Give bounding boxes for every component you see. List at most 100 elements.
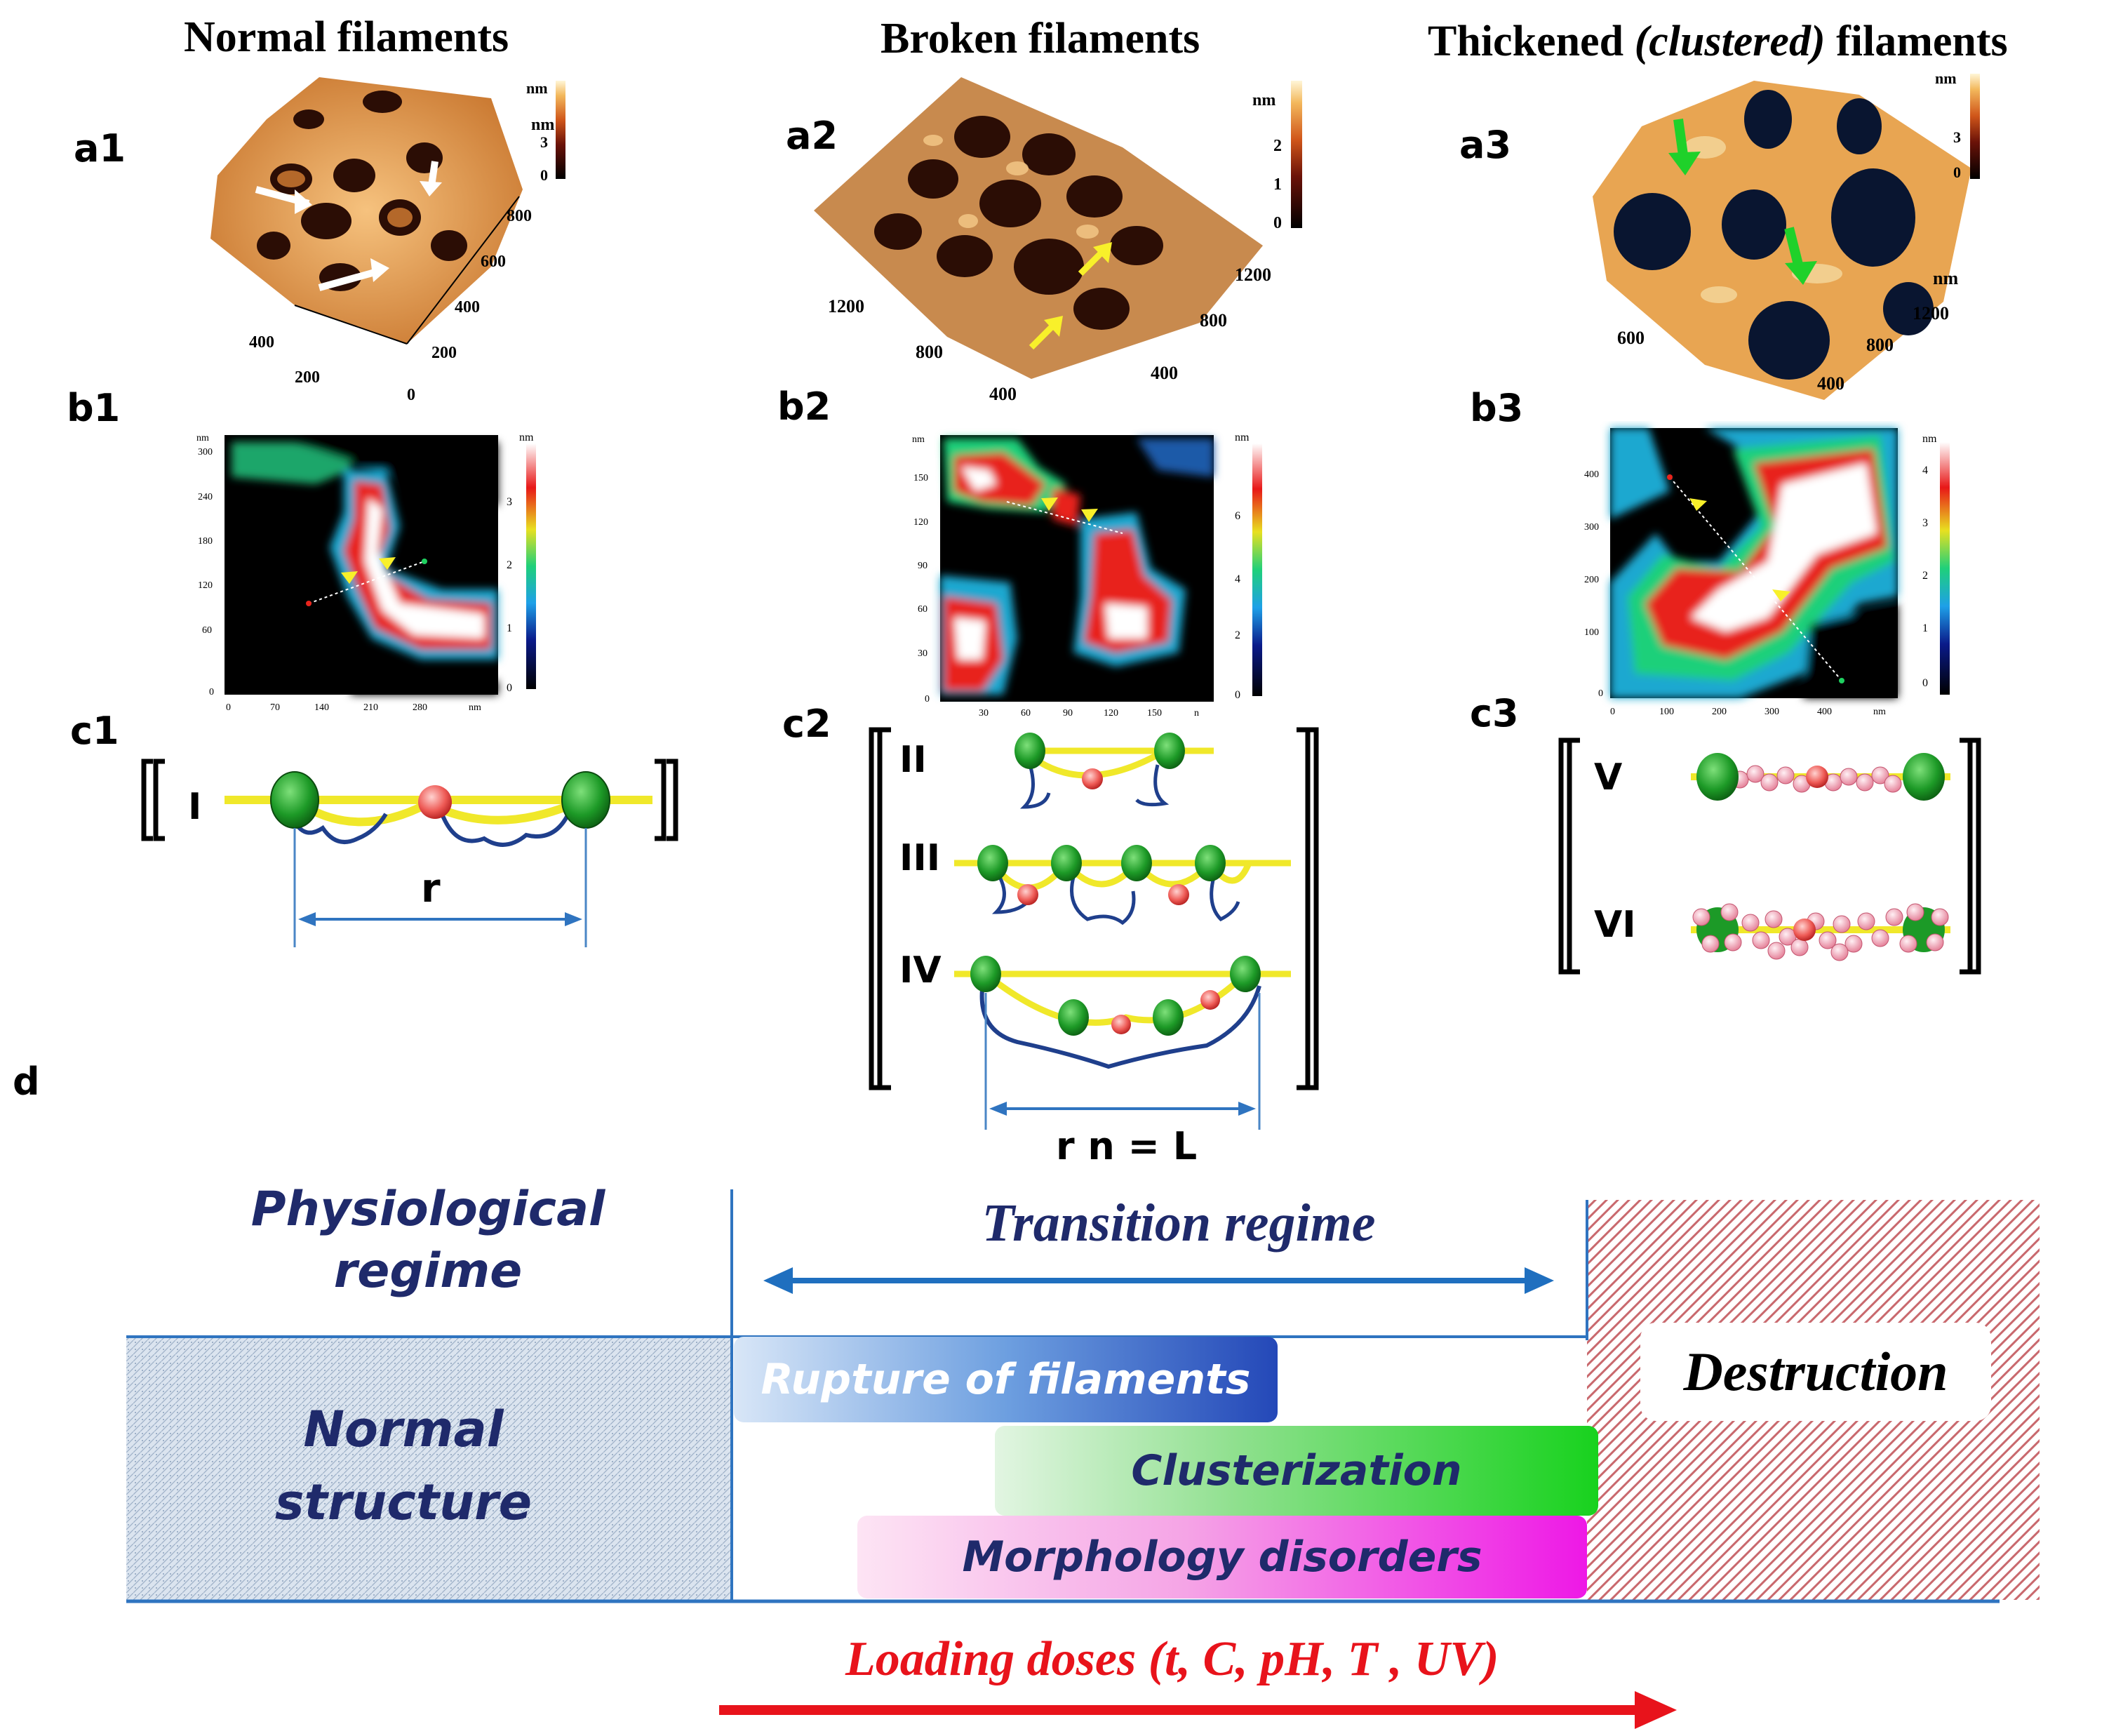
- measure-rn-label: r n = L: [1056, 1124, 1197, 1168]
- svg-text:2: 2: [1922, 570, 1928, 582]
- afm-3d-image-a2: 1200 800 400 1200 800 400: [814, 77, 1271, 404]
- normal-structure-region: [126, 1337, 733, 1600]
- panel-label-b2: b2: [777, 385, 831, 429]
- svg-text:60: 60: [1021, 708, 1031, 719]
- svg-text:nm: nm: [469, 702, 481, 713]
- svg-text:600: 600: [1617, 328, 1645, 348]
- svg-text:n: n: [1194, 708, 1199, 719]
- svg-text:2: 2: [1273, 137, 1282, 155]
- svg-text:3: 3: [540, 133, 548, 151]
- svg-text:400: 400: [249, 333, 274, 352]
- svg-text:0: 0: [1953, 163, 1961, 181]
- svg-text:nm: nm: [1235, 432, 1250, 443]
- svg-text:100: 100: [1659, 707, 1674, 717]
- svg-text:1: 1: [1273, 175, 1282, 194]
- loading-doses-label: Loading doses (t, C, pH, T , UV): [845, 1632, 1499, 1686]
- svg-text:120: 120: [1104, 708, 1118, 719]
- panel-label-c1: c1: [70, 709, 119, 753]
- svg-text:4: 4: [1235, 573, 1240, 585]
- state-III-label: III: [899, 837, 940, 879]
- svg-text:150: 150: [1147, 708, 1162, 719]
- svg-text:400: 400: [1151, 363, 1178, 383]
- svg-text:1: 1: [1922, 622, 1928, 634]
- svg-text:100: 100: [1584, 627, 1599, 638]
- svg-text:nm: nm: [1873, 707, 1886, 717]
- svg-text:800: 800: [916, 342, 943, 362]
- state-I-label: I: [188, 786, 201, 828]
- transition-regime-label: Transition regime: [982, 1194, 1376, 1253]
- svg-text:200: 200: [1712, 707, 1727, 717]
- svg-text:300: 300: [1584, 522, 1599, 533]
- svg-text:120: 120: [198, 580, 213, 591]
- svg-text:70: 70: [270, 702, 280, 713]
- svg-text:300: 300: [1765, 707, 1779, 717]
- svg-text:200: 200: [295, 368, 320, 387]
- clusterization-band: Clusterization: [995, 1426, 1598, 1516]
- svg-text:30: 30: [918, 648, 928, 659]
- afm-3d-image-a1: nm 800 600 400 200 0 400 200: [210, 77, 554, 404]
- panel-label-b1: b1: [67, 386, 121, 430]
- svg-text:0: 0: [925, 694, 930, 705]
- svg-text:6: 6: [1235, 510, 1240, 522]
- svg-text:nm: nm: [531, 116, 554, 134]
- panel-label-a3: a3: [1459, 123, 1512, 167]
- afm-height-scale-a1: nm 3 0: [526, 79, 565, 184]
- svg-text:1: 1: [507, 622, 512, 634]
- svg-text:200: 200: [431, 344, 457, 362]
- filament-scheme-c3: V VI: [1558, 737, 1981, 975]
- svg-text:400: 400: [455, 298, 480, 316]
- svg-text:2: 2: [507, 559, 512, 571]
- svg-text:nm: nm: [1252, 91, 1275, 109]
- rupture-of-filaments-band: Rupture of filaments: [734, 1337, 1278, 1422]
- svg-text:800: 800: [1866, 335, 1894, 355]
- svg-text:3: 3: [1922, 517, 1928, 529]
- svg-text:30: 30: [979, 708, 989, 719]
- svg-text:600: 600: [481, 253, 506, 271]
- svg-text:280: 280: [413, 702, 427, 713]
- svg-text:nm: nm: [519, 432, 534, 443]
- panel-label-c2: c2: [782, 702, 831, 746]
- svg-text:60: 60: [918, 604, 928, 615]
- state-V-label: V: [1594, 756, 1622, 799]
- title-broken-filaments: Broken filaments: [880, 15, 1200, 62]
- state-II-label: II: [899, 739, 927, 781]
- afm-2d-map-b1: nm 300 240 180 120 60 0 0 70 140 210 280…: [196, 432, 536, 713]
- svg-text:150: 150: [913, 473, 928, 483]
- svg-text:400: 400: [1817, 707, 1832, 717]
- measure-r-label: r: [421, 866, 441, 912]
- svg-text:0: 0: [1235, 689, 1240, 701]
- svg-text:90: 90: [918, 561, 928, 571]
- svg-text:1200: 1200: [1235, 265, 1271, 285]
- svg-text:nm: nm: [1933, 268, 1958, 288]
- morphology-disorders-band: Morphology disorders: [857, 1516, 1587, 1598]
- svg-text:0: 0: [1922, 677, 1928, 689]
- svg-text:0: 0: [540, 166, 548, 184]
- svg-text:240: 240: [198, 492, 213, 502]
- panel-label-c3: c3: [1470, 691, 1519, 735]
- normal-structure-label: Normal structure: [274, 1401, 533, 1531]
- svg-text:120: 120: [913, 517, 928, 528]
- physiological-regime-label: Physiological regime: [250, 1182, 605, 1299]
- svg-text:180: 180: [198, 536, 213, 547]
- svg-text:60: 60: [202, 625, 212, 636]
- afm-height-scale-a3: nm 3 0: [1935, 69, 1980, 181]
- state-VI-label: VI: [1594, 904, 1636, 946]
- afm-3d-image-a3: nm 1200 800 400 600: [1593, 81, 1971, 400]
- svg-text:0: 0: [407, 386, 415, 404]
- panel-label-a2: a2: [786, 114, 838, 158]
- svg-text:0: 0: [1273, 214, 1282, 232]
- svg-text:400: 400: [989, 384, 1017, 404]
- destruction-label-box: Destruction: [1640, 1323, 1991, 1421]
- svg-text:200: 200: [1584, 575, 1599, 585]
- svg-text:1200: 1200: [828, 296, 864, 316]
- svg-text:90: 90: [1063, 708, 1073, 719]
- panel-label-d: d: [13, 1060, 40, 1104]
- svg-text:4: 4: [1922, 465, 1928, 476]
- svg-text:nm: nm: [1935, 69, 1957, 87]
- svg-text:0: 0: [1610, 707, 1615, 717]
- svg-text:400: 400: [1584, 469, 1599, 480]
- svg-text:3: 3: [1953, 128, 1961, 146]
- svg-text:140: 140: [314, 702, 329, 713]
- svg-text:0: 0: [209, 687, 214, 697]
- svg-text:0: 0: [507, 682, 512, 694]
